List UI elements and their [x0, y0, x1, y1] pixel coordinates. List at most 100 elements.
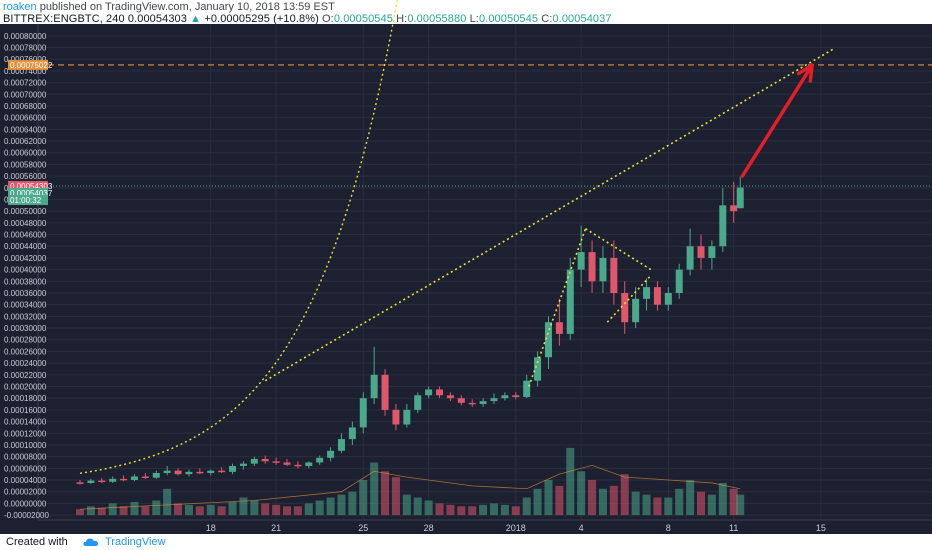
candle-body	[229, 465, 237, 472]
y-tick-label: 0.00002000	[4, 488, 47, 497]
candle-body	[120, 478, 128, 481]
close-label: C:	[541, 13, 553, 25]
candle-body	[130, 476, 138, 481]
candle-body	[152, 472, 160, 478]
candle-body	[544, 322, 552, 358]
volume-bar	[97, 507, 106, 516]
volume-bar	[326, 497, 335, 516]
y-tick-label: 0.00080000	[4, 32, 47, 41]
x-tick-label: 21	[271, 523, 281, 533]
y-axis-panel	[0, 24, 38, 534]
volume-bar	[675, 488, 684, 516]
candles	[76, 176, 744, 485]
candle-body	[163, 470, 171, 473]
candle-body	[653, 287, 661, 305]
plot-area	[0, 24, 932, 534]
y-tick-label: 0.00004000	[4, 476, 47, 485]
high-value: 0.00055880	[407, 13, 467, 25]
y-tick-label: 0.00074000	[4, 67, 47, 76]
candle-body	[534, 357, 542, 381]
y-tick-label: 0.00056000	[4, 172, 47, 181]
price-tag-bg	[8, 195, 48, 206]
price-tag-label: 0.00054037	[10, 189, 53, 198]
volume-bar	[468, 506, 477, 516]
volume-bar	[239, 497, 248, 516]
y-tick-label: 0.00064000	[4, 125, 47, 134]
candle-body	[588, 252, 596, 282]
candle-body	[316, 457, 324, 463]
candle-body	[436, 389, 444, 396]
volume-bar	[566, 447, 575, 516]
y-tick-label: 0.00016000	[4, 406, 47, 415]
tradingview-brand[interactable]: TradingView	[105, 536, 166, 548]
volume-bar	[370, 462, 379, 516]
candle-body	[664, 292, 672, 305]
candle-body	[632, 298, 640, 323]
candle-body	[555, 322, 563, 334]
candle-body	[675, 269, 683, 293]
x-tick-label: 15	[816, 523, 826, 533]
volume-bar	[206, 504, 215, 516]
change-value: +0.00005295 (+10.8%)	[204, 13, 319, 25]
candle-body	[327, 450, 335, 458]
volume-bar	[119, 506, 128, 516]
candle-body	[490, 398, 498, 402]
y-tick-label: 0.00024000	[4, 359, 47, 368]
volume-bar	[457, 506, 466, 516]
candle-body	[185, 471, 193, 475]
tradingview-cloud-icon	[83, 538, 99, 546]
support-curve	[79, 0, 399, 474]
y-tick-label: 0.00042000	[4, 254, 47, 263]
candle-body	[501, 395, 509, 399]
x-tick-label: 4	[579, 523, 584, 533]
candle-body	[98, 480, 106, 483]
volume-bar	[598, 488, 607, 516]
price-tag-label: 0.00075022	[10, 61, 53, 70]
symbol-label: BITTREX:ENGBTC, 240	[3, 13, 125, 25]
volume-bar	[533, 488, 542, 516]
y-tick-label: 0.00032000	[4, 312, 47, 321]
candle-body	[392, 409, 400, 425]
volume-bar	[293, 506, 302, 516]
candle-body	[719, 205, 727, 247]
volume-bar	[522, 497, 531, 516]
gridlines	[38, 24, 932, 520]
x-tick-label: 2018	[506, 523, 526, 533]
candle-body	[218, 470, 226, 473]
y-tick-label: 0.00008000	[4, 453, 47, 462]
x-tick-label: 25	[358, 523, 368, 533]
candle-body	[414, 395, 422, 410]
author-name[interactable]: roaken	[3, 1, 37, 13]
volume-bar	[664, 497, 673, 516]
volume-bar	[490, 503, 498, 516]
volume-ma-line	[79, 464, 741, 510]
ohlc-line: BITTREX:ENGBTC, 240 0.00054303 ▲ +0.0000…	[3, 13, 612, 25]
volume-bar	[163, 488, 172, 516]
volume-bar	[272, 504, 281, 516]
volume-bar	[184, 504, 193, 516]
x-tick-label: 18	[206, 523, 216, 533]
volume-bar	[555, 485, 564, 516]
candle-body	[457, 398, 465, 403]
x-tick-label: 28	[424, 523, 434, 533]
trend-line	[606, 274, 652, 323]
candle-body	[196, 471, 204, 474]
volume-bar	[108, 503, 117, 516]
y-tick-label: 0.00036000	[4, 289, 47, 298]
candle-body	[261, 458, 269, 462]
publish-line: roaken published on TradingView.com, Jan…	[3, 1, 335, 13]
volume-bar	[413, 497, 422, 516]
footer: Created with TradingView	[0, 534, 932, 550]
volume-bar	[729, 488, 738, 516]
y-tick-label: 0.00034000	[4, 301, 47, 310]
volume-bar	[435, 503, 444, 516]
volume-bar	[511, 506, 520, 516]
y-tick-label: 0.00018000	[4, 394, 47, 403]
candle-body	[174, 470, 182, 475]
x-axis: 18 21 25 28 2018 4 8 11 15	[38, 519, 932, 533]
volume-bar	[315, 500, 324, 516]
candle-body	[370, 374, 378, 399]
arrow-shaft	[740, 63, 814, 178]
